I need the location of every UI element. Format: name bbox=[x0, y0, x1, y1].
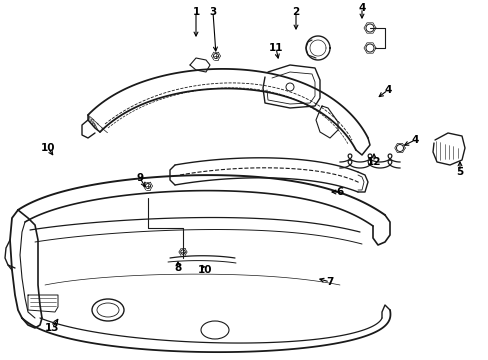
Text: 2: 2 bbox=[292, 7, 299, 17]
Text: 10: 10 bbox=[41, 143, 55, 153]
Text: 6: 6 bbox=[336, 187, 343, 197]
Text: 4: 4 bbox=[410, 135, 418, 145]
Text: 9: 9 bbox=[136, 173, 143, 183]
Text: 5: 5 bbox=[455, 167, 463, 177]
Text: 4: 4 bbox=[384, 85, 391, 95]
Text: 10: 10 bbox=[197, 265, 212, 275]
Text: 4: 4 bbox=[358, 3, 365, 13]
Text: 7: 7 bbox=[325, 277, 333, 287]
Text: 13: 13 bbox=[45, 323, 59, 333]
Text: 8: 8 bbox=[174, 263, 181, 273]
Text: 12: 12 bbox=[366, 157, 381, 167]
Text: 3: 3 bbox=[209, 7, 216, 17]
Text: 1: 1 bbox=[192, 7, 199, 17]
Text: 11: 11 bbox=[268, 43, 283, 53]
